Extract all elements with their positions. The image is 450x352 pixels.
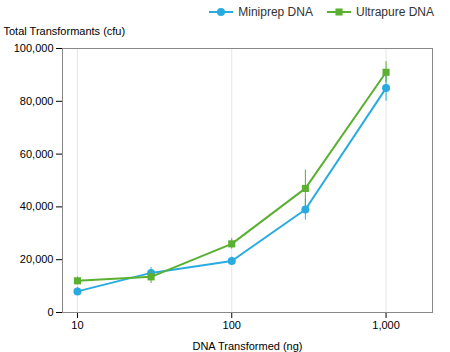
svg-text:100: 100 bbox=[223, 319, 241, 331]
svg-text:40,000: 40,000 bbox=[20, 200, 54, 212]
html-text:Miniprep DNA: Miniprep DNA bbox=[238, 5, 313, 19]
svg-text:DNA Transformed (ng): DNA Transformed (ng) bbox=[192, 340, 302, 352]
svg-text:20,000: 20,000 bbox=[20, 253, 54, 265]
svg-text:60,000: 60,000 bbox=[20, 148, 54, 160]
svg-text:Total Transformants (cfu): Total Transformants (cfu) bbox=[4, 25, 126, 37]
svg-text:80,000: 80,000 bbox=[20, 95, 54, 107]
svg-text:0: 0 bbox=[47, 306, 53, 318]
html-text:Ultrapure DNA: Ultrapure DNA bbox=[356, 5, 434, 19]
svg-text:10: 10 bbox=[71, 319, 83, 331]
svg-text:1,000: 1,000 bbox=[372, 319, 400, 331]
svg-text:100,000: 100,000 bbox=[14, 42, 54, 54]
